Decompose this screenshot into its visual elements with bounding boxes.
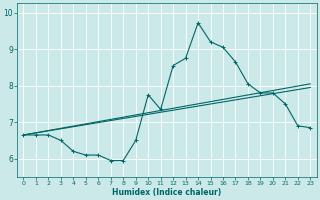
X-axis label: Humidex (Indice chaleur): Humidex (Indice chaleur) <box>112 188 221 197</box>
